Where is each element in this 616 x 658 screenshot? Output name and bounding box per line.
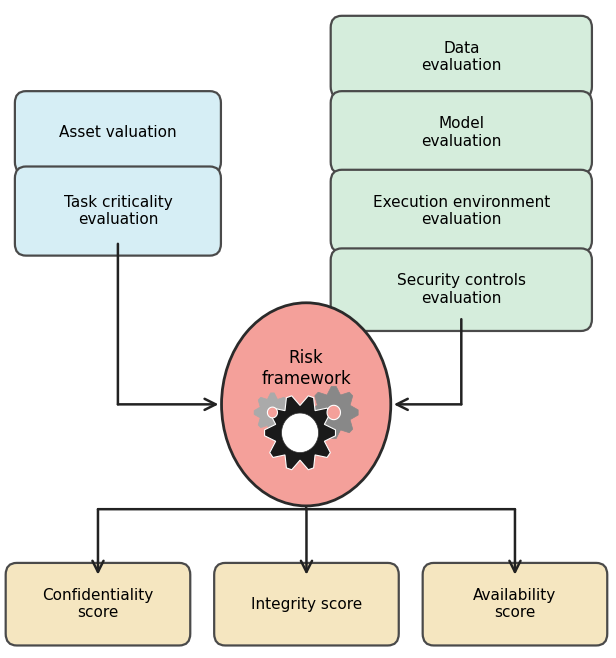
FancyBboxPatch shape	[15, 166, 221, 255]
FancyBboxPatch shape	[214, 563, 399, 645]
Text: Asset valuation: Asset valuation	[59, 125, 177, 140]
FancyBboxPatch shape	[331, 16, 592, 98]
FancyBboxPatch shape	[423, 563, 607, 645]
Text: Security controls
evaluation: Security controls evaluation	[397, 274, 526, 306]
FancyBboxPatch shape	[331, 91, 592, 174]
Text: Confidentiality
score: Confidentiality score	[43, 588, 153, 620]
Polygon shape	[264, 396, 336, 470]
Text: Availability
score: Availability score	[473, 588, 557, 620]
Polygon shape	[282, 413, 318, 453]
Polygon shape	[327, 405, 341, 420]
FancyBboxPatch shape	[331, 249, 592, 331]
Polygon shape	[254, 393, 291, 432]
Text: Task criticality
evaluation: Task criticality evaluation	[63, 195, 172, 227]
FancyBboxPatch shape	[6, 563, 190, 645]
Text: Data
evaluation: Data evaluation	[421, 41, 501, 73]
Polygon shape	[309, 386, 358, 439]
Text: Execution environment
evaluation: Execution environment evaluation	[373, 195, 550, 227]
FancyBboxPatch shape	[15, 91, 221, 174]
Ellipse shape	[222, 303, 391, 506]
Text: Model
evaluation: Model evaluation	[421, 116, 501, 149]
Polygon shape	[290, 422, 310, 443]
Polygon shape	[267, 407, 277, 418]
Text: Risk
framework: Risk framework	[261, 349, 351, 388]
Text: Integrity score: Integrity score	[251, 597, 362, 612]
FancyBboxPatch shape	[331, 170, 592, 252]
